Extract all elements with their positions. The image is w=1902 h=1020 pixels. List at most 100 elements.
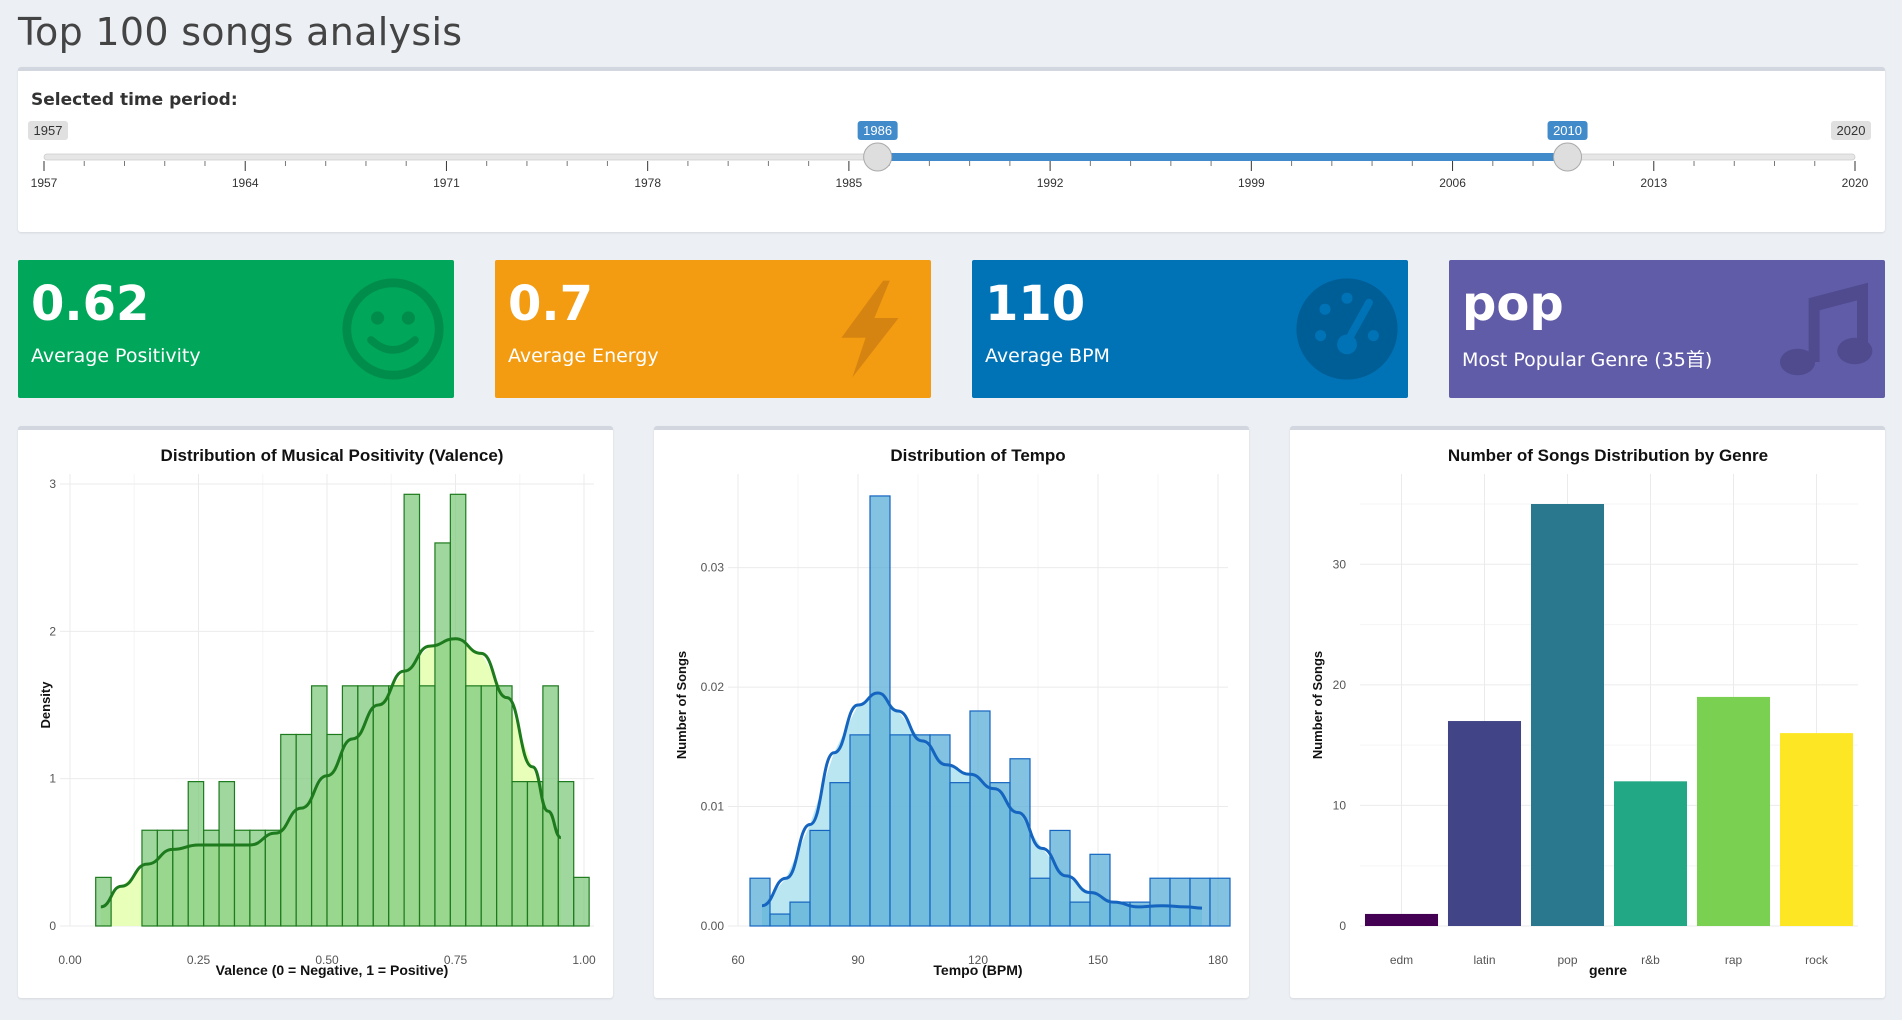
x-tick-label: latin [1473, 953, 1495, 967]
genre-bar-edm [1364, 913, 1439, 926]
histogram-bar [1149, 877, 1171, 927]
genre-bar-rock [1779, 733, 1854, 926]
valence-chart-box: Distribution of Musical Positivity (Vale… [18, 426, 613, 998]
histogram-bar [449, 493, 467, 927]
histogram-bar [573, 876, 590, 927]
genre-value-box: pop Most Popular Genre (35首) [1449, 260, 1885, 398]
chart-title: Number of Songs Distribution by Genre [1448, 446, 1768, 465]
bpm-value-box: 110 Average BPM [972, 260, 1408, 398]
valence-histogram: Distribution of Musical Positivity (Vale… [38, 446, 596, 978]
histogram-bar [326, 733, 344, 927]
genre-label: Most Popular Genre (35首) [1462, 349, 1713, 371]
x-tick-label: 180 [1208, 953, 1228, 967]
y-tick-label: 10 [1333, 798, 1347, 812]
histogram-bar [465, 685, 482, 927]
histogram-bar [511, 781, 529, 927]
histogram-bar [789, 901, 811, 927]
energy-label: Average Energy [508, 345, 659, 367]
histogram-bar [1189, 877, 1211, 927]
x-tick-label: edm [1390, 953, 1413, 967]
tachometer-icon [1296, 278, 1398, 380]
genre-bar-rap [1696, 696, 1771, 926]
y-axis-label: Density [38, 681, 53, 729]
page-title: Top 100 songs analysis [18, 10, 463, 54]
x-axis-label: Valence (0 = Negative, 1 = Positive) [216, 962, 449, 978]
tempo-histogram: Distribution of Tempo Tempo (BPM) Number o… [674, 446, 1231, 978]
slider-tick-label: 2013 [1640, 176, 1667, 190]
tempo-chart-box: Distribution of Tempo Tempo (BPM) Number o… [654, 426, 1249, 998]
slider-tick-label: 1964 [232, 176, 259, 190]
histogram-bar [372, 685, 390, 927]
chart-title: Distribution of Tempo [890, 446, 1065, 465]
x-tick-label: 0.00 [58, 953, 82, 967]
energy-value: 0.7 [508, 276, 594, 332]
histogram-bar [418, 685, 436, 927]
histogram-bar [156, 829, 174, 927]
y-tick-label: 0.01 [701, 800, 725, 814]
histogram-bar [496, 685, 513, 927]
x-tick-label: 60 [731, 953, 745, 967]
x-tick-label: rock [1805, 953, 1829, 967]
histogram-bar [95, 876, 112, 927]
slider-min-label: 1957 [34, 123, 63, 138]
histogram-bar [1169, 877, 1191, 927]
slider-tick-label: 2020 [1842, 176, 1869, 190]
histogram-bar [480, 685, 498, 927]
histogram-bar [187, 781, 205, 927]
histogram-bar [1049, 829, 1071, 927]
histogram-bar [1089, 853, 1111, 927]
year-range-slider[interactable]: 1957 1964 1971 1978 1985 1992 1999 2006 2013 2020… [18, 71, 1885, 232]
histogram-bar [1009, 758, 1031, 927]
y-tick-label: 20 [1333, 678, 1347, 692]
y-tick-label: 30 [1333, 557, 1347, 571]
x-tick-label: 0.25 [187, 953, 211, 967]
genre-chart-box: Number of Songs Distribution by Genre gen… [1290, 426, 1885, 998]
y-tick-label: 0.02 [701, 680, 725, 694]
x-tick-label: 120 [968, 953, 988, 967]
slider-from-label: 1986 [863, 123, 892, 138]
slider-range-bar [877, 153, 1568, 161]
histogram-bar [1029, 877, 1051, 927]
slider-tick-label: 1985 [836, 176, 863, 190]
positivity-value-box: 0.62 Average Positivity [18, 260, 454, 398]
genre-bar-chart: Number of Songs Distribution by Genre gen… [1310, 446, 1858, 978]
slider-min-label-bg [28, 121, 68, 140]
positivity-label: Average Positivity [31, 345, 201, 367]
chart-title: Distribution of Musical Positivity (Vale… [161, 446, 504, 465]
y-tick-label: 3 [49, 477, 56, 491]
genre-bar-pop [1530, 504, 1605, 926]
density-line [100, 637, 562, 909]
y-tick-label: 0.03 [701, 561, 725, 575]
y-axis-label: Number of Songs [1310, 651, 1325, 759]
slider-max-label-bg [1831, 121, 1871, 140]
histogram-bar [141, 829, 158, 927]
histogram-bar [172, 829, 189, 927]
histogram-bar [809, 829, 831, 927]
histogram-bar [869, 495, 891, 927]
histogram-bar [403, 493, 421, 927]
histogram-bar [526, 781, 544, 927]
histogram-bar [434, 542, 451, 927]
y-tick-label: 0 [1339, 919, 1346, 933]
histogram-bar [388, 685, 405, 927]
genre-bar-latin [1447, 721, 1522, 926]
slider-tick-label: 1971 [433, 176, 460, 190]
x-axis-label: genre [1589, 962, 1627, 978]
x-tick-label: 150 [1088, 953, 1108, 967]
bpm-label: Average BPM [985, 345, 1110, 367]
x-tick-label: 90 [851, 953, 865, 967]
slider-label: Selected time period: [31, 90, 238, 110]
x-tick-label: 1.00 [572, 953, 596, 967]
music-icon [1780, 282, 1873, 376]
y-tick-label: 2 [49, 624, 56, 638]
smile-icon [342, 278, 444, 380]
y-tick-label: 0 [49, 919, 56, 933]
x-tick-label: rap [1725, 953, 1743, 967]
slider-tick-label: 1992 [1037, 176, 1064, 190]
histogram-bar [557, 781, 575, 927]
slider-handle-from[interactable] [863, 142, 893, 172]
slider-tick-label: 1999 [1238, 176, 1265, 190]
x-tick-label: r&b [1641, 953, 1660, 967]
histogram-bar [829, 782, 851, 927]
slider-handle-to[interactable] [1553, 142, 1583, 172]
